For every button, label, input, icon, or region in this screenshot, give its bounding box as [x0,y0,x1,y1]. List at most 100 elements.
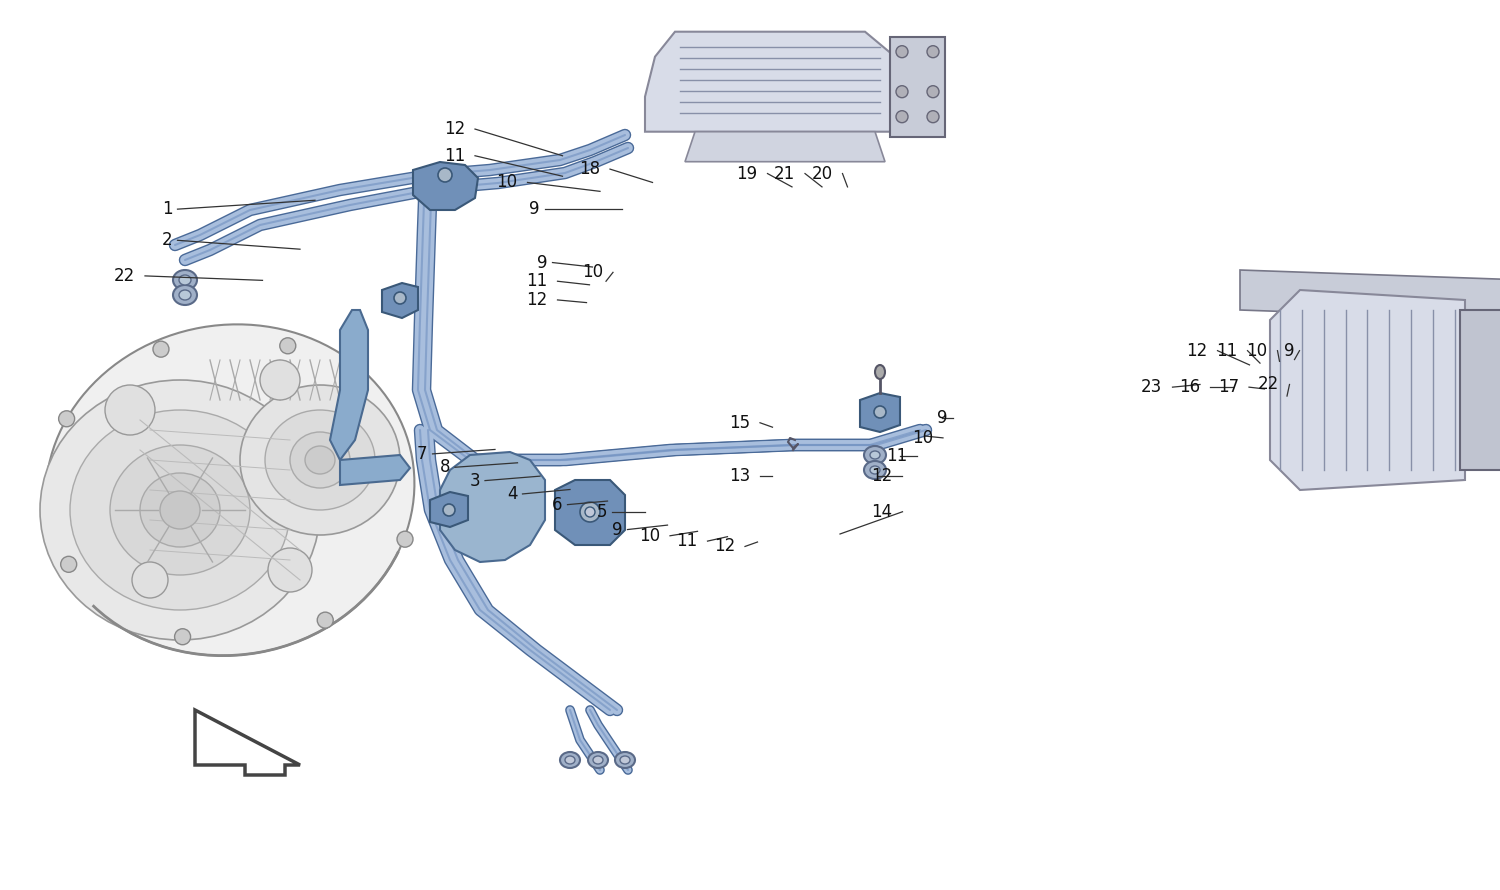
Ellipse shape [174,628,190,644]
FancyBboxPatch shape [890,36,945,137]
Polygon shape [340,455,410,485]
Ellipse shape [132,562,168,598]
Ellipse shape [896,85,908,98]
Ellipse shape [172,285,196,305]
Text: 18: 18 [579,160,600,178]
Ellipse shape [870,466,880,474]
Ellipse shape [864,446,886,464]
Ellipse shape [172,270,196,290]
Text: 9: 9 [530,200,540,218]
Text: 6: 6 [552,496,562,514]
Text: 11: 11 [676,532,698,550]
Ellipse shape [896,45,908,58]
Polygon shape [430,492,468,527]
Text: 2: 2 [162,231,172,249]
Ellipse shape [580,502,600,522]
Text: 3: 3 [470,472,480,490]
Text: 13: 13 [729,467,750,485]
Text: 4: 4 [507,485,518,503]
Text: 9: 9 [537,254,548,271]
Ellipse shape [140,473,220,547]
Ellipse shape [60,556,76,572]
Ellipse shape [153,341,170,357]
Ellipse shape [394,292,406,304]
Text: 17: 17 [1218,378,1239,396]
Ellipse shape [240,385,400,535]
Ellipse shape [592,756,603,764]
Ellipse shape [40,380,320,640]
Ellipse shape [560,752,580,768]
Ellipse shape [927,110,939,123]
Ellipse shape [178,290,190,300]
Polygon shape [686,132,885,162]
Text: 5: 5 [597,503,608,521]
Text: 10: 10 [639,527,660,545]
Polygon shape [555,480,626,545]
Ellipse shape [870,451,880,459]
Text: 8: 8 [440,458,450,476]
Ellipse shape [620,756,630,764]
Text: 22: 22 [1258,376,1280,393]
Text: 10: 10 [912,429,933,447]
Text: 7: 7 [417,445,428,463]
Ellipse shape [58,411,75,427]
Text: 10: 10 [582,263,603,281]
Ellipse shape [566,756,574,764]
Ellipse shape [442,504,454,516]
Polygon shape [440,452,544,562]
Text: 11: 11 [886,447,908,465]
Polygon shape [859,393,900,432]
Text: 19: 19 [736,165,758,182]
Ellipse shape [588,752,608,768]
Ellipse shape [896,110,908,123]
Ellipse shape [316,612,333,628]
Text: 12: 12 [714,538,735,555]
Ellipse shape [260,360,300,400]
Polygon shape [330,310,368,460]
Ellipse shape [280,338,296,354]
Text: 9: 9 [938,409,948,427]
Text: 11: 11 [444,147,465,165]
Ellipse shape [864,461,886,479]
Ellipse shape [110,445,251,575]
Ellipse shape [304,446,334,474]
Text: 20: 20 [812,165,832,182]
Ellipse shape [874,365,885,379]
Text: 11: 11 [526,272,548,290]
Text: 9: 9 [612,521,622,538]
Text: 1: 1 [162,200,172,218]
Polygon shape [1240,270,1500,320]
Text: 22: 22 [114,267,135,285]
Ellipse shape [268,548,312,592]
Polygon shape [1270,290,1466,490]
Text: 10: 10 [496,174,517,191]
Ellipse shape [160,491,200,529]
Ellipse shape [927,85,939,98]
Polygon shape [413,162,478,210]
Text: 23: 23 [1142,378,1162,396]
Polygon shape [382,283,418,318]
Text: 16: 16 [1179,378,1200,396]
Ellipse shape [266,410,375,510]
Ellipse shape [45,324,414,656]
Text: 12: 12 [444,120,465,138]
Ellipse shape [70,410,290,610]
Ellipse shape [178,275,190,285]
Ellipse shape [927,45,939,58]
Text: 9: 9 [1284,342,1294,360]
Text: 11: 11 [1216,342,1237,360]
Text: 12: 12 [1186,342,1208,360]
Ellipse shape [585,507,596,517]
Ellipse shape [398,531,412,547]
Text: 21: 21 [774,165,795,182]
Ellipse shape [438,168,452,182]
Ellipse shape [874,406,886,418]
Polygon shape [195,710,300,775]
Text: 15: 15 [729,414,750,432]
Text: 10: 10 [1246,342,1268,360]
Text: 12: 12 [871,467,892,485]
Ellipse shape [615,752,634,768]
Polygon shape [645,32,896,132]
Text: 12: 12 [526,291,548,309]
Text: 14: 14 [871,503,892,521]
